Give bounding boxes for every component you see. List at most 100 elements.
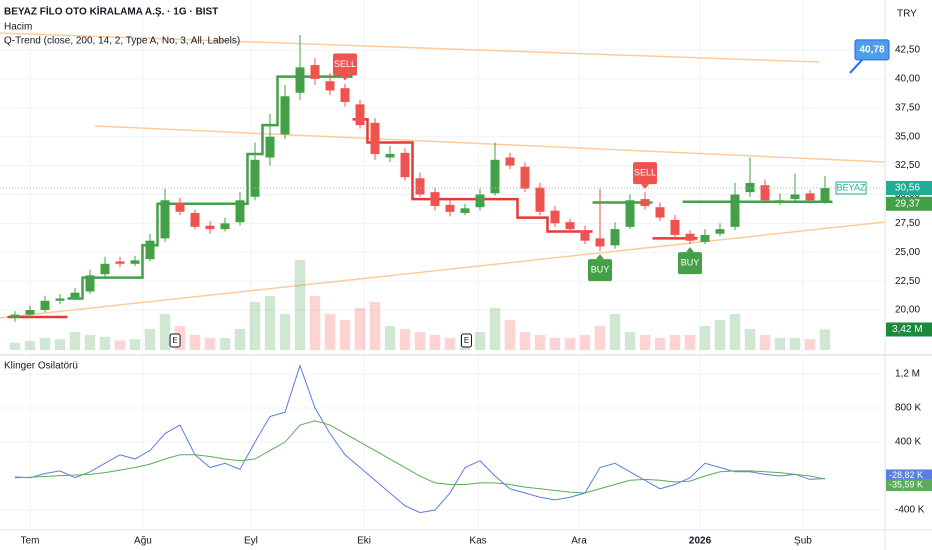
volume-bar bbox=[684, 335, 696, 350]
volume-bar bbox=[414, 332, 426, 350]
oscillator-line bbox=[14, 363, 826, 514]
candle-body bbox=[325, 81, 335, 91]
trendline bbox=[0, 32, 820, 63]
event-label: E bbox=[464, 336, 469, 345]
y-tick-label: 27,50 bbox=[895, 218, 920, 229]
volume-bar bbox=[369, 302, 381, 350]
candle-body bbox=[550, 210, 560, 224]
volume-bar bbox=[399, 329, 411, 350]
candle-body bbox=[190, 212, 200, 227]
candle-body bbox=[205, 225, 215, 230]
candle-body bbox=[685, 233, 695, 241]
x-tick-label: Tem bbox=[21, 536, 40, 547]
price-tag-label: 30,56 bbox=[895, 183, 920, 194]
oscillator-tag bbox=[886, 469, 932, 482]
y-tick-label: 32,50 bbox=[895, 160, 920, 171]
price-tag bbox=[886, 180, 932, 195]
candle-body bbox=[385, 154, 395, 158]
volume-bar bbox=[714, 320, 726, 350]
candle-body bbox=[55, 298, 65, 301]
plot: Tem Ağu Eyl Eki Kas Ara 2026 Şub 20,00 22,50 25,00… bbox=[0, 32, 932, 547]
trend-line bbox=[67, 75, 353, 300]
oscillator-line bbox=[14, 420, 826, 494]
signal-pointer bbox=[596, 254, 604, 260]
volume-bar bbox=[294, 260, 306, 350]
candle-body bbox=[505, 157, 515, 166]
volume-bar bbox=[324, 314, 336, 350]
candle-body bbox=[355, 104, 365, 126]
candle-body bbox=[400, 152, 410, 178]
y-tick-label: 400 K bbox=[895, 437, 921, 448]
y-tick-label: 800 K bbox=[895, 403, 921, 414]
volume-bar bbox=[534, 335, 546, 350]
volume-bar bbox=[204, 338, 216, 350]
candle-body bbox=[580, 230, 590, 241]
candle-body bbox=[595, 238, 605, 247]
volume-tag-label: 3,42 M bbox=[892, 324, 923, 335]
y-tick-label: 40,00 bbox=[895, 74, 920, 85]
volume-bar bbox=[444, 338, 456, 350]
signal-box bbox=[333, 53, 357, 76]
volume-bar bbox=[804, 339, 816, 350]
volume-bar bbox=[354, 308, 366, 350]
candle-body bbox=[430, 192, 440, 207]
volume-bar bbox=[54, 339, 66, 350]
x-tick-label: Şub bbox=[794, 536, 812, 547]
candle-body bbox=[265, 136, 275, 158]
candle-body bbox=[490, 159, 500, 194]
candle-body bbox=[625, 200, 635, 227]
candle-body bbox=[70, 292, 80, 298]
volume-bar bbox=[189, 335, 201, 350]
x-tick-label: Kas bbox=[469, 536, 486, 547]
volume-bar bbox=[549, 338, 561, 350]
x-tick-label: Ara bbox=[571, 536, 587, 547]
volume-bar bbox=[669, 335, 681, 350]
callout-box bbox=[854, 39, 890, 61]
candle-body bbox=[610, 229, 620, 246]
volume-bar bbox=[759, 335, 771, 350]
y-tick-label: 35,00 bbox=[895, 131, 920, 142]
candle-body bbox=[700, 234, 710, 242]
volume-bar bbox=[279, 314, 291, 350]
volume-bar bbox=[114, 340, 126, 350]
candle-body bbox=[565, 222, 575, 230]
candle-body bbox=[805, 193, 815, 201]
candle-body bbox=[145, 240, 155, 260]
volume-bar bbox=[99, 336, 111, 350]
signal-pointer bbox=[641, 184, 649, 190]
candle-body bbox=[85, 275, 95, 292]
candle-body bbox=[160, 200, 170, 239]
volume-bar bbox=[594, 326, 606, 350]
candle-body bbox=[115, 261, 125, 264]
candle-body bbox=[280, 96, 290, 135]
candle-body bbox=[175, 202, 185, 212]
oscillator-tag-label: -28,82 K bbox=[889, 470, 923, 480]
candle-body bbox=[520, 166, 530, 189]
candle-body bbox=[730, 194, 740, 227]
volume-bar bbox=[564, 338, 576, 350]
y-tick-label: 22,50 bbox=[895, 276, 920, 287]
candle-body bbox=[535, 187, 545, 212]
oscillator-title: Klinger Osilatörü bbox=[4, 361, 78, 372]
trend-line bbox=[352, 118, 593, 233]
event-label: E bbox=[172, 336, 177, 345]
volume-bar bbox=[774, 338, 786, 350]
symbol-tag bbox=[835, 181, 867, 195]
signal-box bbox=[633, 162, 657, 185]
event-marker bbox=[461, 333, 472, 348]
volume-bar bbox=[144, 329, 156, 350]
candle-body bbox=[775, 200, 785, 202]
candle-body bbox=[130, 260, 140, 264]
volume-bar bbox=[129, 339, 141, 350]
candle-body bbox=[10, 314, 20, 319]
volume-bar bbox=[819, 329, 831, 350]
y-tick-label: 20,00 bbox=[895, 305, 920, 316]
volume-bar bbox=[624, 332, 636, 350]
indicator-title: Q-Trend (close, 200, 14, 2, Type A, No, … bbox=[4, 36, 240, 47]
event-marker bbox=[169, 333, 181, 348]
candle-body bbox=[220, 223, 230, 230]
volume-bar bbox=[609, 314, 621, 350]
callout-line bbox=[849, 59, 863, 74]
